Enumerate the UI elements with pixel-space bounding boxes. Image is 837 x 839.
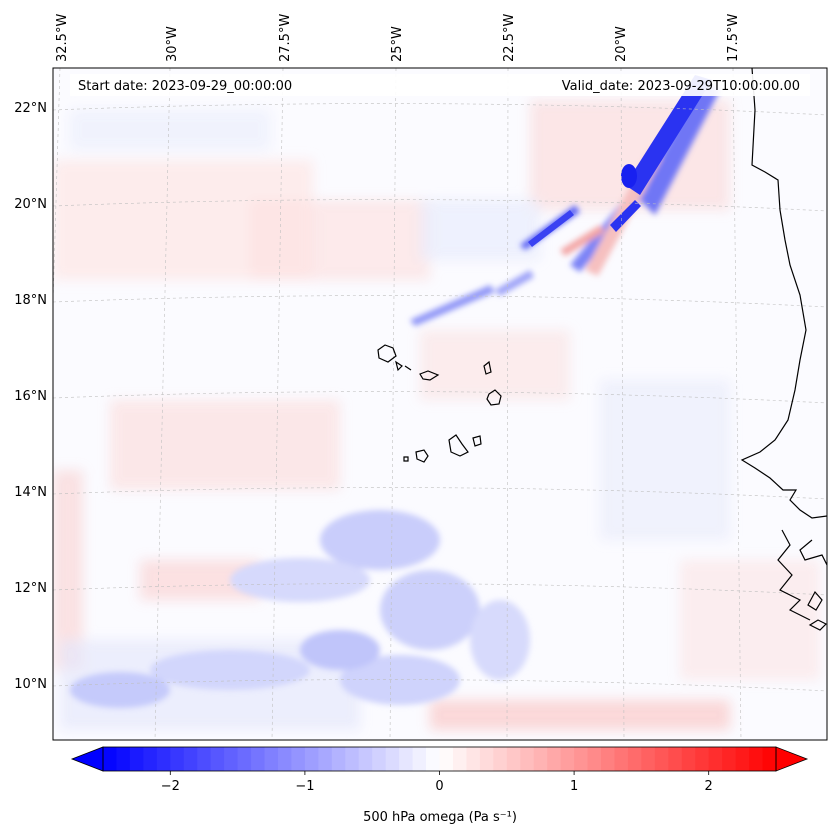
colorbar-segment [708, 747, 723, 771]
lon-label: 22.5°W [502, 14, 517, 62]
colorbar-segment [452, 747, 468, 771]
colorbar-segment [762, 747, 777, 771]
colorbar-segment [399, 747, 414, 771]
coastlines [377, 68, 827, 631]
lon-label: 17.5°W [726, 14, 741, 62]
colorbar: −2 −1 0 1 2 500 hPa omega (Pa s⁻¹) [70, 746, 809, 825]
lon-label: 25°W [390, 26, 405, 62]
lon-label: 30°W [165, 26, 180, 62]
colorbar-segments [103, 747, 777, 771]
colorbar-segment [197, 747, 212, 771]
colorbar-segment [318, 747, 333, 771]
lat-label: 20°N [14, 197, 47, 212]
colorbar-segment [143, 747, 158, 771]
colorbar-ticks: −2 −1 0 1 2 [161, 771, 713, 794]
colorbar-segment [385, 747, 400, 771]
colorbar-segment [224, 747, 239, 771]
lat-label: 18°N [14, 293, 47, 308]
colorbar-segment [210, 747, 225, 771]
colorbar-segment [170, 747, 185, 771]
colorbar-segment [520, 747, 535, 771]
colorbar-segment [237, 747, 252, 771]
colorbar-segment [264, 747, 279, 771]
colorbar-tick-label: −1 [295, 779, 314, 794]
colorbar-segment [641, 747, 656, 771]
colorbar-extend-high [775, 746, 809, 772]
colorbar-segment [183, 747, 198, 771]
lat-label: 10°N [14, 677, 47, 692]
lat-label: 14°N [14, 485, 47, 500]
map-panel: Start date: 2023-09-29_00:00:00 Valid_da… [52, 67, 828, 741]
colorbar-segment [372, 747, 387, 771]
colorbar-segment [466, 747, 481, 771]
colorbar-segment [277, 747, 293, 771]
colorbar-segment [735, 747, 750, 771]
colorbar-segment [654, 747, 669, 771]
colorbar-tick-label: 2 [705, 779, 713, 794]
colorbar-segment [627, 747, 642, 771]
colorbar-segment [345, 747, 360, 771]
colorbar-segment [103, 747, 118, 771]
colorbar-segment [156, 747, 171, 771]
colorbar-segment [533, 747, 548, 771]
colorbar-segment [412, 747, 427, 771]
lat-label: 22°N [14, 101, 47, 116]
colorbar-segment [574, 747, 589, 771]
colorbar-segment [587, 747, 602, 771]
lat-label: 12°N [14, 581, 47, 596]
colorbar-tick-label: 1 [570, 779, 578, 794]
colorbar-segment [304, 747, 319, 771]
colorbar-segment [251, 747, 266, 771]
colorbar-segment [493, 747, 508, 771]
lat-labels: 22°N 20°N 18°N 16°N 14°N 12°N 10°N [14, 101, 47, 692]
colorbar-segment [681, 747, 696, 771]
lat-label: 16°N [14, 389, 47, 404]
lon-label: 20°W [614, 26, 629, 62]
colorbar-segment [601, 747, 616, 771]
colorbar-segment [426, 747, 441, 771]
colorbar-segment [506, 747, 521, 771]
map-frame [52, 67, 828, 741]
colorbar-segment [291, 747, 306, 771]
colorbar-segment [439, 747, 454, 771]
colorbar-segment [129, 747, 144, 771]
valid-date-label: Valid_date: 2023-09-29T10:00:00.00 [562, 79, 800, 94]
colorbar-label: 500 hPa omega (Pa s⁻¹) [363, 810, 517, 825]
start-date-label: Start date: 2023-09-29_00:00:00 [78, 79, 292, 94]
colorbar-segment [668, 747, 683, 771]
lon-label: 32.5°W [55, 14, 70, 62]
colorbar-segment [695, 747, 710, 771]
colorbar-tick-label: 0 [435, 779, 443, 794]
colorbar-segment [614, 747, 629, 771]
colorbar-tick-label: −2 [161, 779, 180, 794]
colorbar-segment [116, 747, 131, 771]
colorbar-segment [358, 747, 373, 771]
colorbar-segment [560, 747, 575, 771]
lon-label: 27.5°W [278, 14, 293, 62]
omega-field [53, 75, 820, 730]
colorbar-segment [749, 747, 764, 771]
colorbar-extend-low [70, 746, 104, 772]
colorbar-segment [722, 747, 737, 771]
colorbar-segment [547, 747, 562, 771]
lon-labels: 32.5°W 30°W 27.5°W 25°W 22.5°W 20°W 17.5… [55, 14, 741, 62]
gridlines [53, 68, 827, 740]
colorbar-segment [479, 747, 494, 771]
colorbar-segment [331, 747, 346, 771]
